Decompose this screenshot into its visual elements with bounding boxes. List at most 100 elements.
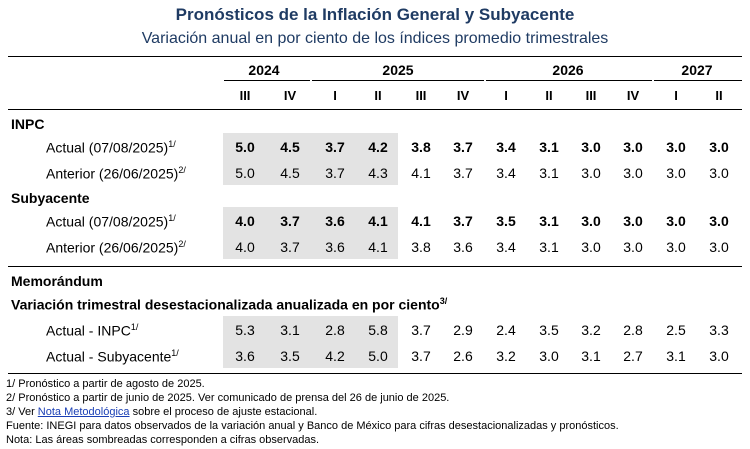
section-trimestral-text: Variación trimestral desestacionalizada … xyxy=(11,296,440,313)
table-cell: 3.7 xyxy=(453,139,473,155)
table-cell: 4.5 xyxy=(280,139,300,155)
row-label-sub-anterior: Anterior (26/06/2025)2/ xyxy=(46,239,186,256)
bottom-rule xyxy=(8,373,742,374)
table-cell: 3.0 xyxy=(666,139,686,155)
table-cell: 4.2 xyxy=(368,139,388,155)
row-label-inpc-anterior: Anterior (26/06/2025)2/ xyxy=(46,165,186,182)
year-2026: 2026 xyxy=(552,62,584,78)
table-cell: 3.4 xyxy=(496,165,516,181)
table-title: Pronósticos de la Inflación General y Su… xyxy=(175,5,575,24)
table-cell: 4.5 xyxy=(280,165,300,181)
footnote-fuente: Fuente: INEGI para datos observados de l… xyxy=(6,420,619,432)
table-cell: 3.0 xyxy=(666,239,686,255)
table-cell: 3.8 xyxy=(411,239,431,255)
table-cell: 3.0 xyxy=(709,348,729,364)
footnote-3: 3/ Ver Nota Metodológica sobre el proces… xyxy=(6,406,317,418)
table-cell: 3.7 xyxy=(280,213,300,229)
quarter-header: III xyxy=(415,88,427,103)
table-cell: 3.6 xyxy=(325,239,345,255)
quarter-header: I xyxy=(333,88,337,103)
year-2025: 2025 xyxy=(382,62,414,78)
year-2024: 2024 xyxy=(248,62,280,78)
table-cell: 3.7 xyxy=(280,239,300,255)
table-cell: 4.0 xyxy=(235,213,255,229)
table-cell: 3.7 xyxy=(411,322,431,338)
table-cell: 3.1 xyxy=(581,348,601,364)
footnote-ref: 3/ xyxy=(439,296,448,306)
footnote-ref: 1/ xyxy=(130,322,139,332)
footnote-ref: 2/ xyxy=(178,165,186,175)
row-label-text: Actual (07/08/2025) xyxy=(46,139,169,156)
table-cell: 3.0 xyxy=(623,213,643,229)
table-cell: 3.7 xyxy=(453,213,473,229)
year-rule-2025 xyxy=(312,80,484,81)
row-label-text: Actual (07/08/2025) xyxy=(46,213,169,230)
year-2027: 2027 xyxy=(681,62,713,78)
row-label-text: Actual - Subyacente xyxy=(46,348,172,365)
footnote-ref: 1/ xyxy=(171,348,179,358)
table-cell: 3.5 xyxy=(496,213,516,229)
table-cell: 3.0 xyxy=(623,239,643,255)
table-cell: 3.0 xyxy=(581,139,601,155)
table-cell: 3.6 xyxy=(235,348,255,364)
top-rule xyxy=(8,56,742,57)
table-cell: 3.0 xyxy=(581,165,601,181)
table-cell: 3.1 xyxy=(539,239,559,255)
table-cell: 3.5 xyxy=(280,348,300,364)
table-cell: 3.0 xyxy=(709,239,729,255)
shade-subyacente xyxy=(223,207,398,259)
row-label-text: Anterior (26/06/2025) xyxy=(46,239,179,256)
table-cell: 3.1 xyxy=(539,213,559,229)
table-cell: 3.6 xyxy=(325,213,345,229)
table-cell: 3.0 xyxy=(666,165,686,181)
table-cell: 4.1 xyxy=(368,213,388,229)
table-cell: 3.7 xyxy=(411,348,431,364)
table-cell: 3.7 xyxy=(325,139,345,155)
table-cell: 3.3 xyxy=(709,322,729,338)
shade-memorandum xyxy=(223,316,398,368)
section-memorandum: Memorándum xyxy=(11,273,103,289)
table-cell: 3.0 xyxy=(623,165,643,181)
quarter-header: II xyxy=(545,88,553,103)
quarter-header: I xyxy=(504,88,508,103)
table-cell: 3.2 xyxy=(496,348,516,364)
quarter-header: IV xyxy=(283,88,297,103)
table-cell: 2.7 xyxy=(623,348,643,364)
table-cell: 2.9 xyxy=(453,322,473,338)
row-label-text: Actual - INPC xyxy=(46,322,131,339)
header-rule xyxy=(8,109,742,110)
table-cell: 5.0 xyxy=(235,139,255,155)
table-cell: 3.6 xyxy=(453,239,473,255)
table-subtitle: Variación anual en por ciento de los índ… xyxy=(141,30,609,47)
table-cell: 4.3 xyxy=(368,165,388,181)
table-cell: 2.8 xyxy=(623,322,643,338)
table-cell: 4.2 xyxy=(325,348,345,364)
footnote-1: 1/ Pronóstico a partir de agosto de 2025… xyxy=(6,378,205,390)
quarter-header: II xyxy=(715,88,723,103)
table-cell: 3.0 xyxy=(709,165,729,181)
table-cell: 2.8 xyxy=(325,322,345,338)
table-cell: 3.0 xyxy=(581,213,601,229)
row-label-sub-actual: Actual (07/08/2025)1/ xyxy=(46,213,176,230)
table-cell: 5.0 xyxy=(235,165,255,181)
table-cell: 3.2 xyxy=(581,322,601,338)
memorandum-rule xyxy=(8,266,742,267)
footnote-3-suffix: sobre el proceso de ajuste estacional. xyxy=(129,406,318,418)
table-cell: 3.4 xyxy=(496,239,516,255)
row-label-mem-inpc: Actual - INPC1/ xyxy=(46,322,138,339)
year-rule-2026 xyxy=(486,80,652,81)
footnote-nota: Nota: Las áreas sombreadas corresponden … xyxy=(6,434,320,446)
section-inpc: INPC xyxy=(11,116,45,132)
footnote-3-prefix: 3/ Ver xyxy=(6,406,38,418)
quarter-header: III xyxy=(239,88,251,103)
footnote-2: 2/ Pronóstico a partir de junio de 2025.… xyxy=(6,392,450,404)
table-cell: 3.1 xyxy=(280,322,300,338)
nota-metodologica-link[interactable]: Nota Metodológica xyxy=(37,406,130,418)
year-rule-2027 xyxy=(654,80,742,81)
table-cell: 5.0 xyxy=(368,348,388,364)
quarter-header: II xyxy=(374,88,382,103)
table-cell: 3.0 xyxy=(709,139,729,155)
year-rule-2024 xyxy=(224,80,310,81)
table-cell: 3.1 xyxy=(539,165,559,181)
footnote-ref: 1/ xyxy=(168,213,176,223)
